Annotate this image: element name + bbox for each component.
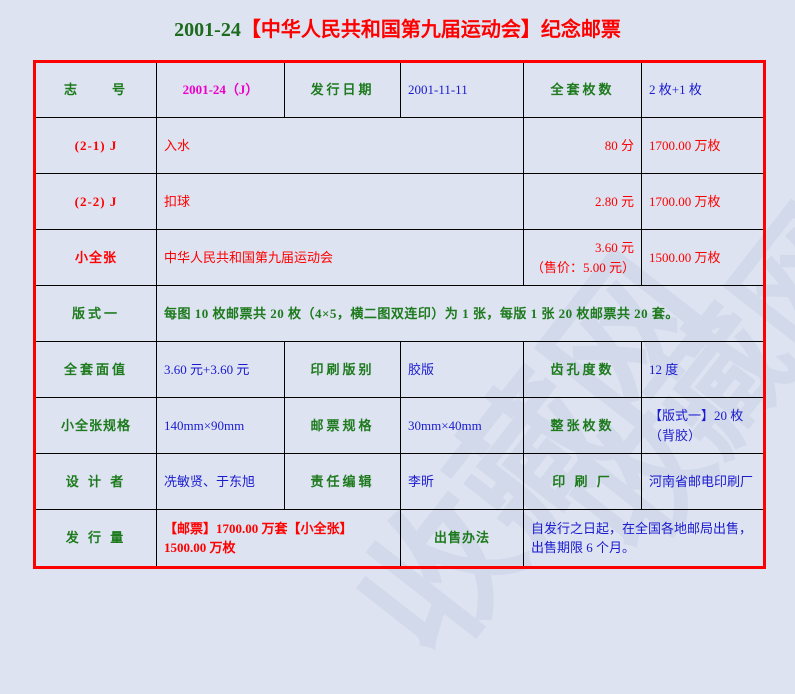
table-row: 小全张规格 140mm×90mm 邮票规格 30mm×40mm 整张枚数 【版式… — [34, 397, 765, 454]
cell-value-total-facevalue: 3.60 元+3.60 元 — [156, 341, 285, 398]
cell-value-issue-quantity: 【邮票】1700.00 万套【小全张】1500.00 万枚 — [156, 509, 401, 568]
cell-label-issue-quantity: 发 行 量 — [34, 509, 157, 568]
table-row: 小全张 中华人民共和国第九届运动会 3.60 元 （售价：5.00 元） 150… — [34, 229, 765, 286]
cell-label-printing-house: 印 刷 厂 — [523, 453, 642, 510]
cell-label-stamp-size: 邮票规格 — [284, 397, 401, 454]
cell-label-zhihao: 志 号 — [34, 61, 157, 118]
cell-label-perforation: 齿孔度数 — [523, 341, 642, 398]
cell-label-stamp-1: (2-1) J — [34, 117, 157, 174]
cell-value-editor: 李昕 — [400, 453, 524, 510]
cell-label-sale-method: 出售办法 — [400, 509, 524, 568]
cell-value-format-1: 每图 10 枚邮票共 20 枚（4×5，横二图双连印）为 1 张，每版 1 张 … — [156, 285, 765, 342]
cell-value-souvenir-sheet-quantity: 1500.00 万枚 — [641, 229, 765, 286]
cell-value-print-method: 胶版 — [400, 341, 524, 398]
cell-value-stamp-1-name: 入水 — [156, 117, 524, 174]
cell-label-editor: 责任编辑 — [284, 453, 401, 510]
table-row: 设 计 者 冼敏贤、于东旭 责任编辑 李昕 印 刷 厂 河南省邮电印刷厂 — [34, 453, 765, 510]
page-title-code: 2001-24 — [174, 19, 241, 41]
cell-value-stamp-size: 30mm×40mm — [400, 397, 524, 454]
table-row: 全套面值 3.60 元+3.60 元 印刷版别 胶版 齿孔度数 12 度 — [34, 341, 765, 398]
table-row: 版式一 每图 10 枚邮票共 20 枚（4×5，横二图双连印）为 1 张，每版 … — [34, 285, 765, 342]
cell-value-designer: 冼敏贤、于东旭 — [156, 453, 285, 510]
cell-value-stamp-1-quantity: 1700.00 万枚 — [641, 117, 765, 174]
cell-value-full-sheet-count: 【版式一】20 枚（背胶） — [641, 397, 765, 454]
cell-label-format-1: 版式一 — [34, 285, 157, 342]
cell-value-stamp-2-facevalue: 2.80 元 — [523, 173, 642, 230]
cell-value-sale-method: 自发行之日起，在全国各地邮局出售，出售期限 6 个月。 — [523, 509, 765, 568]
cell-value-stamp-1-facevalue: 80 分 — [523, 117, 642, 174]
table-row: (2-2) J 扣球 2.80 元 1700.00 万枚 — [34, 173, 765, 230]
cell-value-stamp-2-name: 扣球 — [156, 173, 524, 230]
cell-value-issue-date: 2001-11-11 — [400, 61, 524, 118]
cell-label-issue-date: 发行日期 — [284, 61, 401, 118]
page-title: 2001-24【中华人民共和国第九届运动会】纪念邮票 — [0, 13, 795, 42]
cell-label-total-facevalue: 全套面值 — [34, 341, 157, 398]
cell-value-souvenir-sheet-facevalue: 3.60 元 （售价：5.00 元） — [523, 229, 642, 286]
facevalue-line-1: 3.60 元 — [594, 240, 634, 255]
cell-label-stamp-2: (2-2) J — [34, 173, 157, 230]
cell-label-print-method: 印刷版别 — [284, 341, 401, 398]
cell-value-souvenir-sheet-name: 中华人民共和国第九届运动会 — [156, 229, 524, 286]
cell-label-designer: 设 计 者 — [34, 453, 157, 510]
cell-value-sheet-size: 140mm×90mm — [156, 397, 285, 454]
cell-label-set-count: 全套枚数 — [523, 61, 642, 118]
cell-label-sheet-size: 小全张规格 — [34, 397, 157, 454]
table-row: 发 行 量 【邮票】1700.00 万套【小全张】1500.00 万枚 出售办法… — [34, 509, 765, 568]
cell-value-stamp-2-quantity: 1700.00 万枚 — [641, 173, 765, 230]
table-row: (2-1) J 入水 80 分 1700.00 万枚 — [34, 117, 765, 174]
cell-label-full-sheet-count: 整张枚数 — [523, 397, 642, 454]
table-row: 志 号 2001-24（J） 发行日期 2001-11-11 全套枚数 2 枚+… — [34, 61, 765, 118]
cell-value-set-count: 2 枚+1 枚 — [641, 61, 765, 118]
stamp-info-table: 志 号 2001-24（J） 发行日期 2001-11-11 全套枚数 2 枚+… — [33, 60, 766, 569]
cell-label-souvenir-sheet: 小全张 — [34, 229, 157, 286]
facevalue-line-2: （售价：5.00 元） — [531, 259, 636, 275]
page-title-main: 【中华人民共和国第九届运动会】纪念邮票 — [240, 19, 621, 41]
cell-value-zhihao: 2001-24（J） — [156, 61, 285, 118]
cell-value-printing-house: 河南省邮电印刷厂 — [641, 453, 765, 510]
cell-value-perforation: 12 度 — [641, 341, 765, 398]
